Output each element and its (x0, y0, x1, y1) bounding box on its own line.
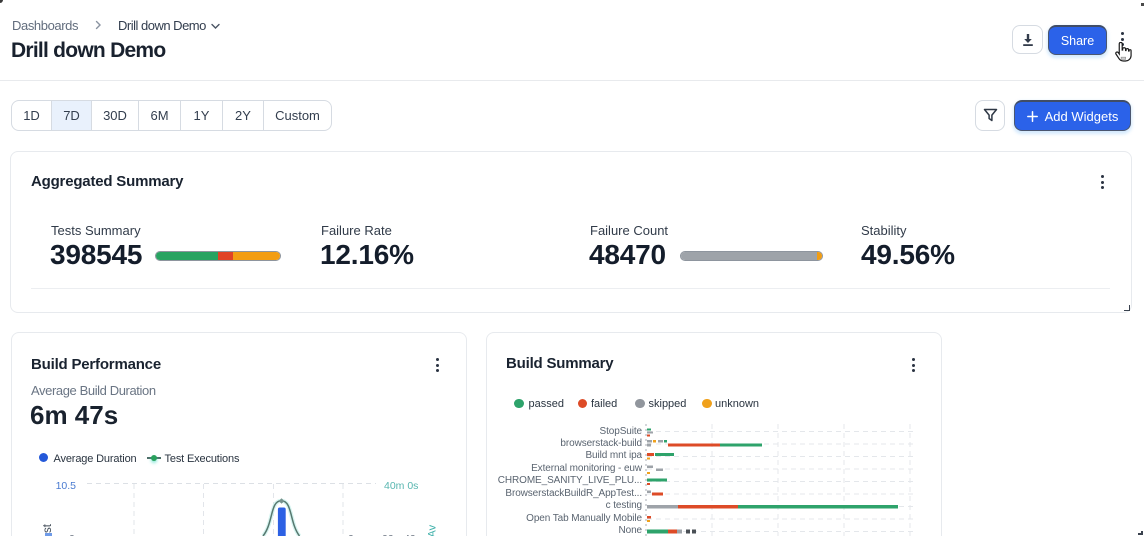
svg-text:st: st (42, 523, 54, 533)
svg-text:Av: Av (427, 524, 439, 536)
